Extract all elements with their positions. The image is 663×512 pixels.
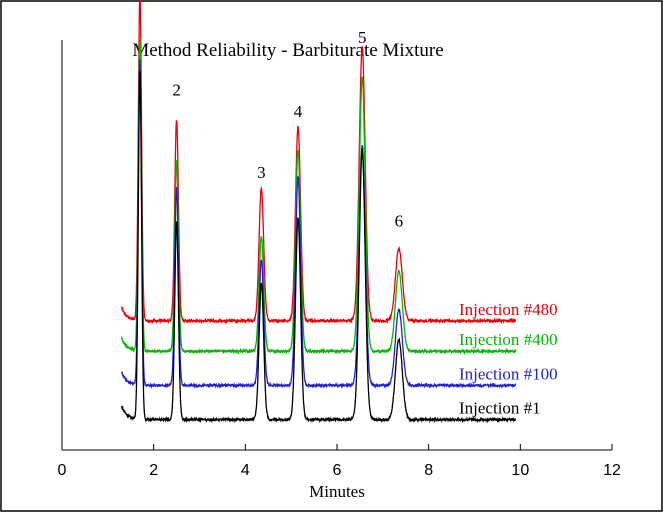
x-tick-label: 12 [603, 462, 621, 479]
peak-labels: 123456 [172, 28, 404, 231]
x-axis-label: Minutes [309, 482, 365, 501]
trace-line [120, 0, 517, 325]
peak-label: 4 [294, 102, 303, 121]
legend-label: Injection #1 [459, 399, 541, 418]
peak-label: 2 [172, 80, 181, 99]
legend-label: Injection #400 [459, 330, 558, 349]
chart-title: Method Reliability - Barbiturate Mixture [132, 40, 443, 61]
trace-line [120, 39, 517, 355]
peak-label: 6 [395, 212, 404, 231]
trace-line [121, 71, 517, 424]
x-ticks: 0 2 4 6 8 10 12 [58, 444, 621, 479]
x-tick-label: 10 [511, 462, 529, 479]
x-tick-label: 0 [58, 462, 67, 479]
trace-line [121, 59, 517, 390]
peak-label: 3 [257, 163, 266, 182]
legend: Injection #480 Injection #400 Injection #1… [459, 300, 558, 418]
x-tick-label: 6 [333, 462, 342, 479]
legend-label: Injection #480 [459, 300, 558, 319]
peak-label: 5 [358, 28, 367, 47]
x-tick-label: 4 [241, 462, 250, 479]
legend-label: Injection #100 [459, 364, 558, 383]
traces [120, 0, 517, 424]
x-tick-label: 2 [149, 462, 158, 479]
x-tick-label: 8 [424, 462, 433, 479]
